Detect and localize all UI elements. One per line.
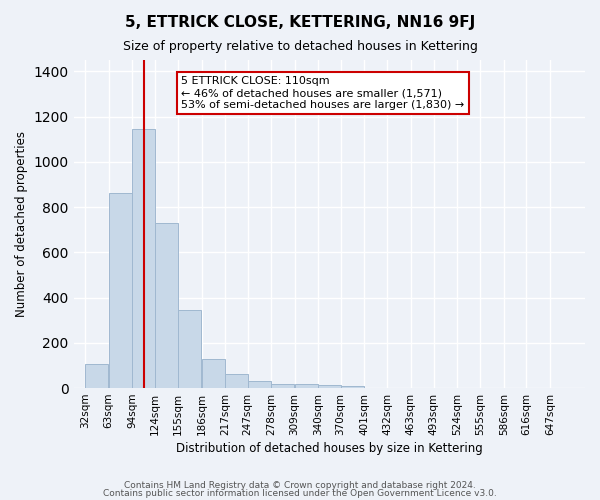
Bar — [295, 384, 318, 388]
Bar — [248, 382, 271, 388]
Y-axis label: Number of detached properties: Number of detached properties — [15, 131, 28, 317]
Bar — [85, 364, 109, 388]
Text: Size of property relative to detached houses in Kettering: Size of property relative to detached ho… — [122, 40, 478, 53]
X-axis label: Distribution of detached houses by size in Kettering: Distribution of detached houses by size … — [176, 442, 482, 455]
Text: Contains HM Land Registry data © Crown copyright and database right 2024.: Contains HM Land Registry data © Crown c… — [124, 481, 476, 490]
Bar — [225, 374, 248, 388]
Bar — [341, 386, 364, 388]
Bar — [271, 384, 294, 388]
Bar — [155, 223, 178, 388]
Bar — [109, 194, 132, 388]
Bar — [318, 384, 341, 388]
Text: 5 ETTRICK CLOSE: 110sqm
← 46% of detached houses are smaller (1,571)
53% of semi: 5 ETTRICK CLOSE: 110sqm ← 46% of detache… — [181, 76, 464, 110]
Bar — [133, 129, 155, 388]
Bar — [178, 310, 202, 388]
Bar — [202, 358, 225, 388]
Text: Contains public sector information licensed under the Open Government Licence v3: Contains public sector information licen… — [103, 488, 497, 498]
Text: 5, ETTRICK CLOSE, KETTERING, NN16 9FJ: 5, ETTRICK CLOSE, KETTERING, NN16 9FJ — [125, 15, 475, 30]
